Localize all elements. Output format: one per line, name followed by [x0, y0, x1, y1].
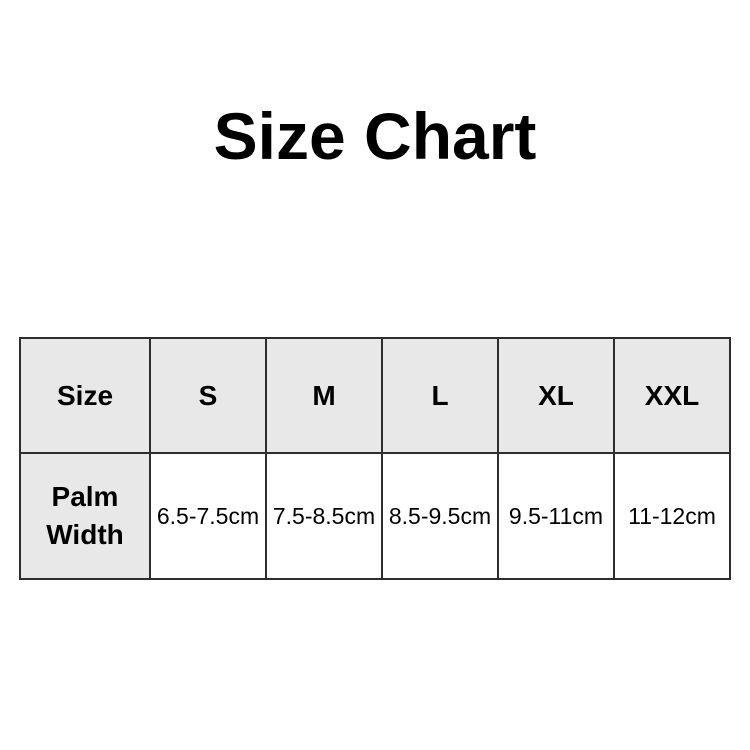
value-cell-xxl: 11-12cm — [613, 452, 731, 580]
row-label-cell: Palm Width — [19, 452, 151, 580]
header-cell-l: L — [381, 337, 499, 454]
header-cell-xl: XL — [497, 337, 615, 454]
header-cell-s: S — [149, 337, 267, 454]
size-chart-table: Size S M L XL XXL Palm Width 6.5-7.5cm 7… — [19, 337, 731, 580]
page-title: Size Chart — [213, 99, 537, 173]
value-cell-xl: 9.5-11cm — [497, 452, 615, 580]
table-row-palm-width: Palm Width 6.5-7.5cm 7.5-8.5cm 8.5-9.5cm… — [19, 452, 731, 580]
header-cell-m: M — [265, 337, 383, 454]
header-cell-size: Size — [19, 337, 151, 454]
value-cell-m: 7.5-8.5cm — [265, 452, 383, 580]
header-cell-xxl: XXL — [613, 337, 731, 454]
value-cell-s: 6.5-7.5cm — [149, 452, 267, 580]
value-cell-l: 8.5-9.5cm — [381, 452, 499, 580]
table-header-row: Size S M L XL XXL — [19, 337, 731, 454]
